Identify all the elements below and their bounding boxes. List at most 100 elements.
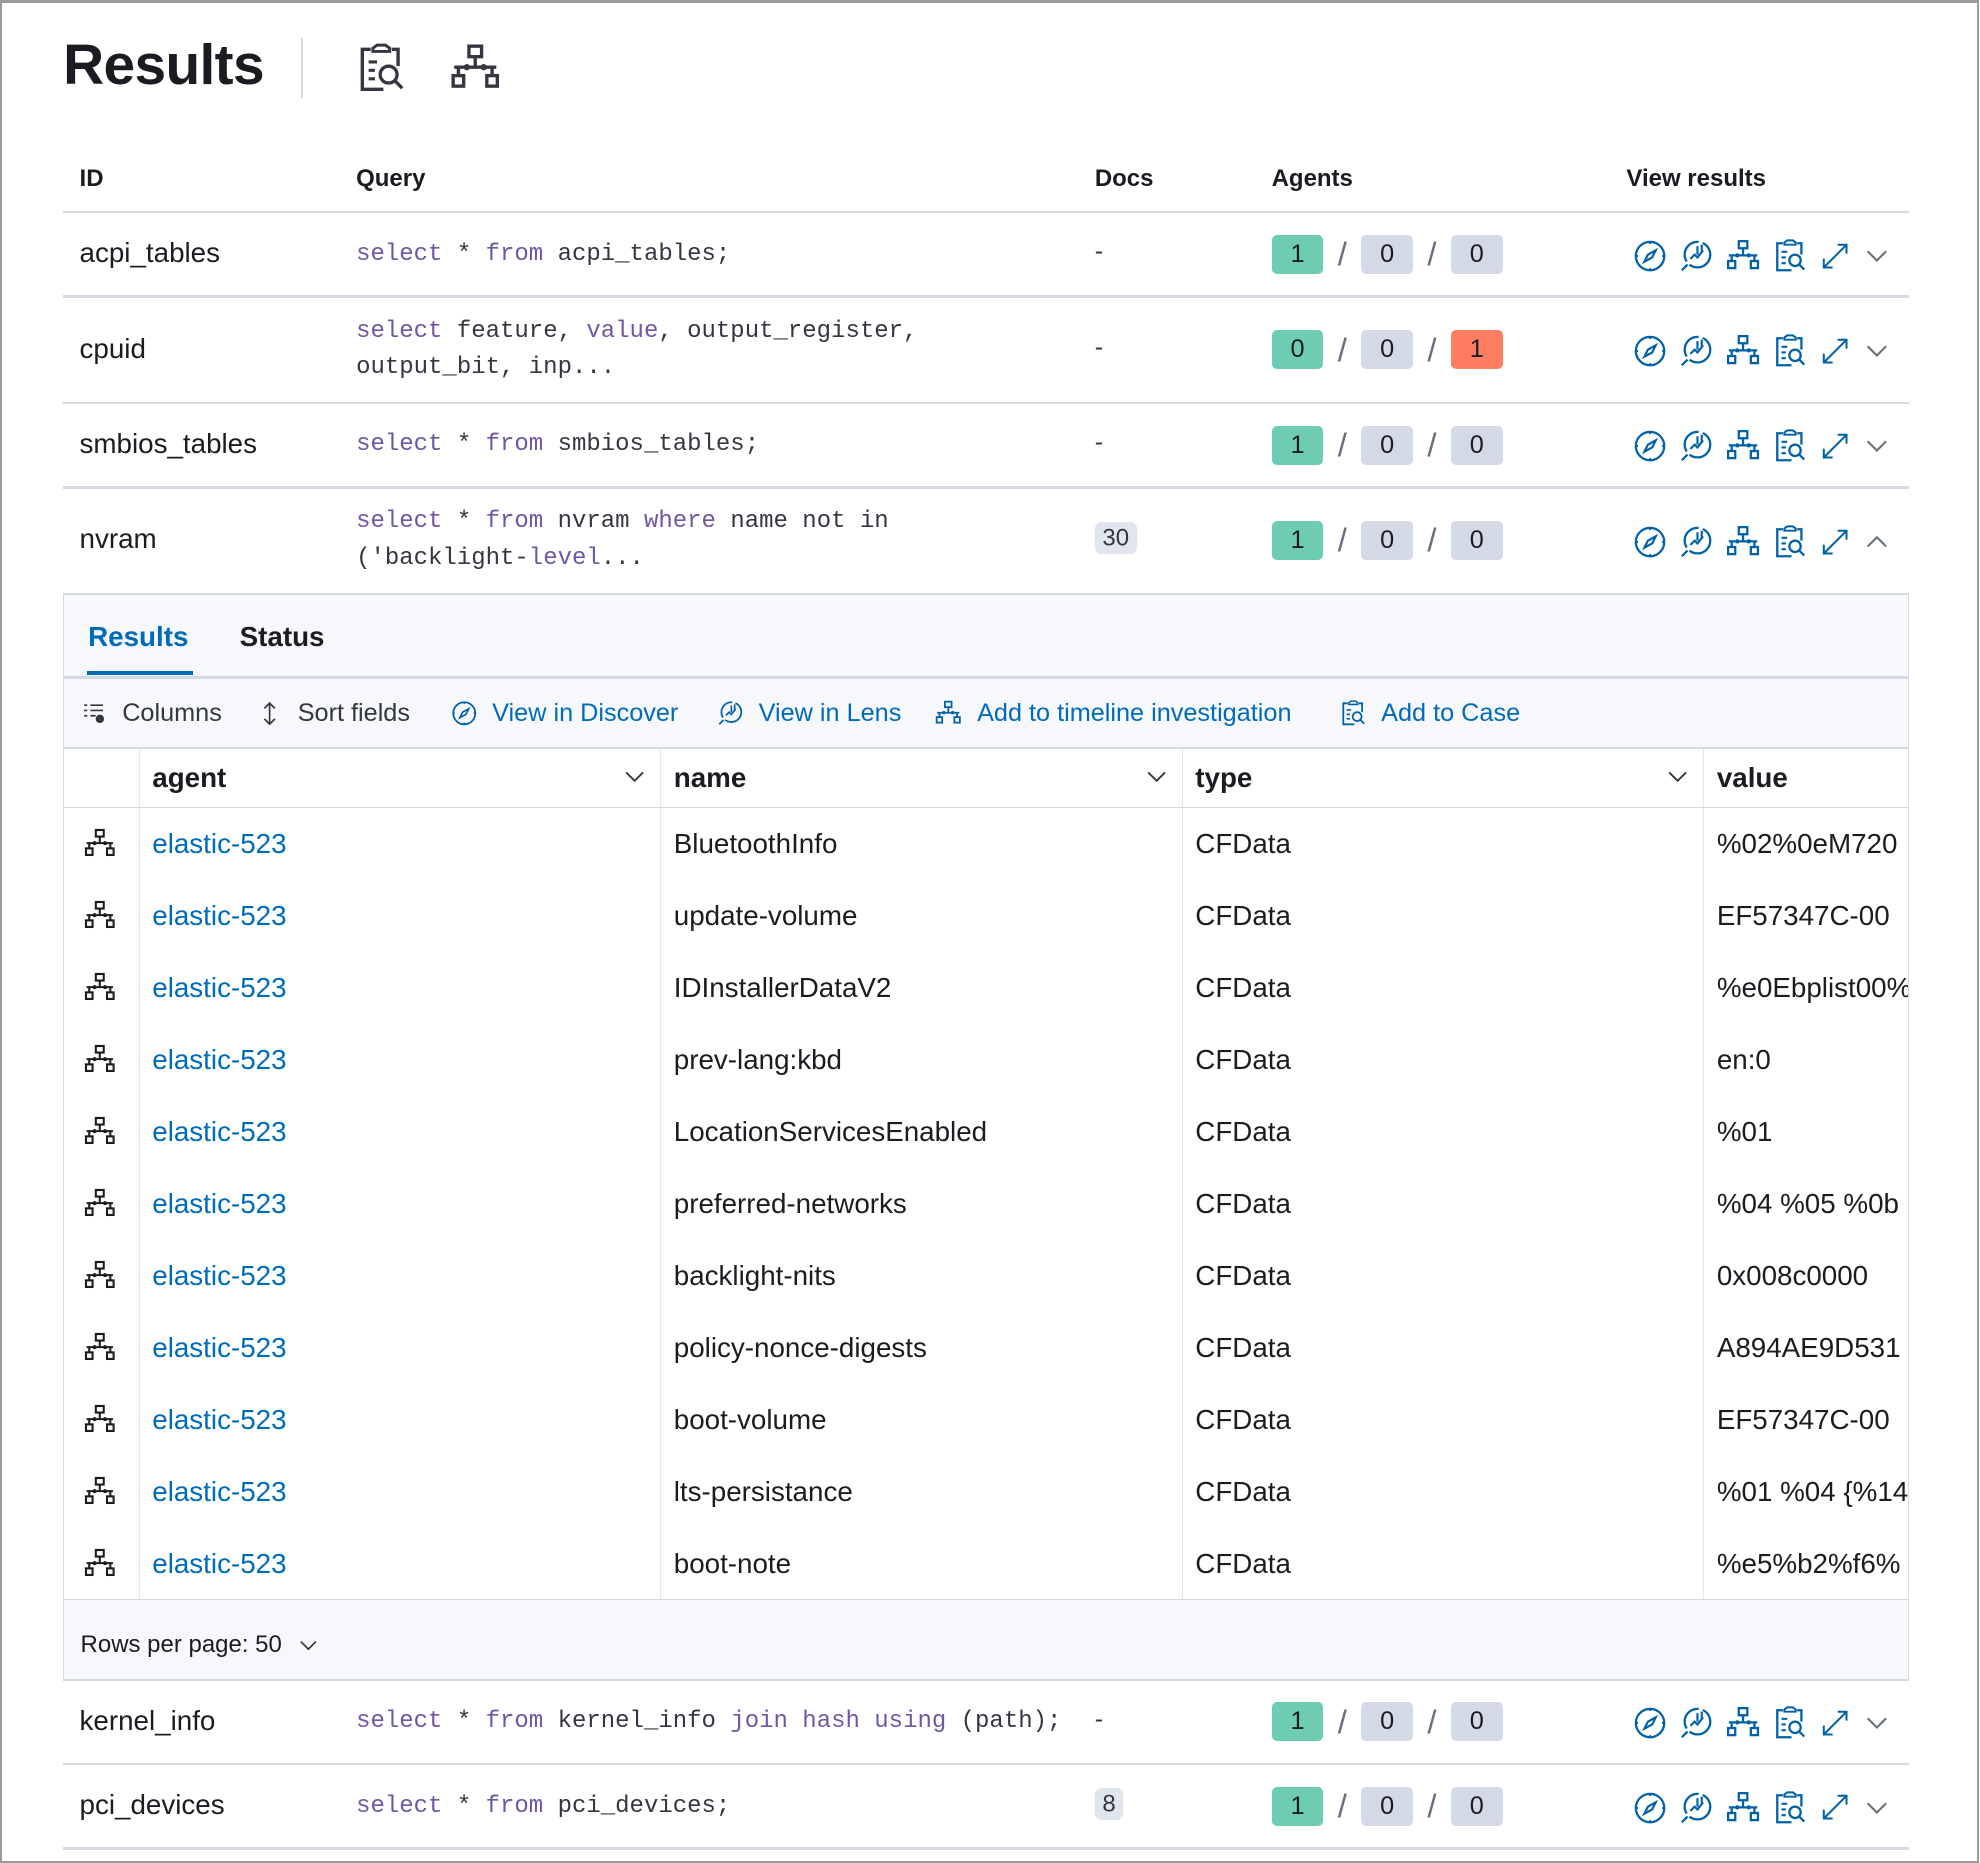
add-to-case-icon[interactable] [1773,1706,1807,1740]
agent-link[interactable]: elastic-523 [152,1259,287,1291]
cell-agent[interactable]: elastic-523 [138,951,661,1024]
view-in-lens-button[interactable]: View in Lens [717,699,901,728]
discover-icon[interactable] [1633,334,1667,368]
cell-agent[interactable]: elastic-523 [138,879,661,952]
cell-agent[interactable]: elastic-523 [138,1023,661,1096]
rows-per-page-button[interactable]: Rows per page: 50 [81,1631,320,1659]
expand-icon[interactable] [1820,336,1850,366]
timeline-icon[interactable] [84,1260,116,1292]
chevron-down-icon[interactable] [1863,242,1891,270]
columns-icon [82,701,107,726]
timeline-icon[interactable] [84,972,116,1004]
grid-header-type[interactable]: type [1181,749,1704,808]
query-token: * [442,240,486,268]
lens-icon [717,700,744,727]
discover-icon[interactable] [1633,239,1667,273]
timeline-icon[interactable] [84,1476,116,1508]
timeline-icon[interactable] [1726,1706,1760,1740]
timeline-icon[interactable] [1726,334,1760,368]
add-to-case-icon[interactable] [1773,525,1807,559]
cell-text: EF57347C-00 [1716,899,1890,931]
chevron-down-icon[interactable] [1863,1709,1891,1737]
add-to-case-button[interactable]: Add to Case [1340,699,1520,728]
timeline-icon[interactable] [84,1548,116,1580]
tab-results[interactable]: Results [88,620,189,652]
agent-link[interactable]: elastic-523 [152,1475,287,1507]
timeline-icon[interactable] [1726,239,1760,273]
expand-icon[interactable] [1820,241,1850,271]
timeline-icon[interactable] [84,1404,116,1436]
lens-icon[interactable] [1679,429,1713,463]
timeline-icon[interactable] [1726,525,1760,559]
cell-text: %e0Ebplist00% [1716,971,1908,1003]
agent-link[interactable]: elastic-523 [152,1403,287,1435]
agent-link[interactable]: elastic-523 [152,899,287,931]
docs-count: 8 [1094,1787,1124,1820]
cell-agent[interactable]: elastic-523 [138,807,661,880]
add-to-case-icon[interactable] [1773,334,1807,368]
lens-icon[interactable] [1679,239,1713,273]
chevron-down-icon[interactable] [622,764,647,789]
discover-icon[interactable] [1633,525,1667,559]
agent-link[interactable]: elastic-523 [152,1115,287,1147]
agent-link[interactable]: elastic-523 [152,1331,287,1363]
discover-icon[interactable] [1633,429,1667,463]
cell-agent[interactable]: elastic-523 [138,1527,661,1600]
expand-icon[interactable] [1820,1708,1850,1738]
timeline-icon[interactable] [84,900,116,932]
grid-header-agent[interactable]: agent [138,749,661,808]
agent-link[interactable]: elastic-523 [152,827,287,859]
cell-agent[interactable]: elastic-523 [138,1311,661,1384]
cell-name: boot-volume [660,1383,1182,1456]
lens-icon[interactable] [1679,334,1713,368]
discover-icon[interactable] [1633,1706,1667,1740]
view-in-discover-button[interactable]: View in Discover [451,699,678,728]
add-to-case-icon[interactable] [1773,239,1807,273]
agent-link[interactable]: elastic-523 [152,1187,287,1219]
chevron-down-icon[interactable] [1863,1794,1891,1822]
query-id: smbios_tables [79,428,258,460]
expand-icon[interactable] [1820,431,1850,461]
add-to-case-icon[interactable] [356,43,407,94]
cell-value: %e0Ebplist00% [1703,951,1908,1024]
timeline-icon[interactable] [84,828,116,860]
grid-header-name[interactable]: name [660,749,1182,808]
timeline-icon[interactable] [1726,1791,1760,1825]
timeline-icon[interactable] [1726,429,1760,463]
chevron-down-icon[interactable] [1863,432,1891,460]
add-to-case-icon[interactable] [1773,1791,1807,1825]
timeline-icon[interactable] [84,1332,116,1364]
chevron-down-icon[interactable] [1144,764,1169,789]
agent-link[interactable]: elastic-523 [152,1547,287,1579]
grid-header-value[interactable]: value [1703,749,1908,808]
agent-link[interactable]: elastic-523 [152,1043,287,1075]
timeline-icon[interactable] [84,1116,116,1148]
chevron-up-icon[interactable] [1863,528,1891,556]
columns-button[interactable]: Columns [82,699,222,728]
timeline-icon[interactable] [84,1188,116,1220]
cell-agent[interactable]: elastic-523 [138,1455,661,1528]
timeline-icon[interactable] [84,1044,116,1076]
view-results-actions [1633,239,1903,273]
chevron-down-icon[interactable] [1665,764,1690,789]
sort-fields-button[interactable]: Sort fields [257,699,410,728]
add-to-case-icon[interactable] [1773,429,1807,463]
discover-icon[interactable] [1633,1791,1667,1825]
cell-agent[interactable]: elastic-523 [138,1167,661,1240]
agent-link[interactable]: elastic-523 [152,971,287,1003]
expand-icon[interactable] [1820,527,1850,557]
cell-agent[interactable]: elastic-523 [138,1239,661,1312]
lens-icon[interactable] [1679,525,1713,559]
query-keyword: select [356,240,443,268]
lens-icon[interactable] [1679,1791,1713,1825]
expand-icon[interactable] [1820,1792,1850,1822]
add-to-timeline-button[interactable]: Add to timeline investigation [935,699,1291,728]
grid-row: elastic-523 update-volume CFData EF57347C-0… [64,879,1908,953]
lens-icon[interactable] [1679,1706,1713,1740]
active-tab-indicator [86,671,193,676]
timeline-icon[interactable] [450,43,501,94]
tab-status[interactable]: Status [239,620,325,652]
chevron-down-icon[interactable] [1863,337,1891,365]
cell-agent[interactable]: elastic-523 [138,1383,661,1456]
cell-agent[interactable]: elastic-523 [138,1095,661,1168]
